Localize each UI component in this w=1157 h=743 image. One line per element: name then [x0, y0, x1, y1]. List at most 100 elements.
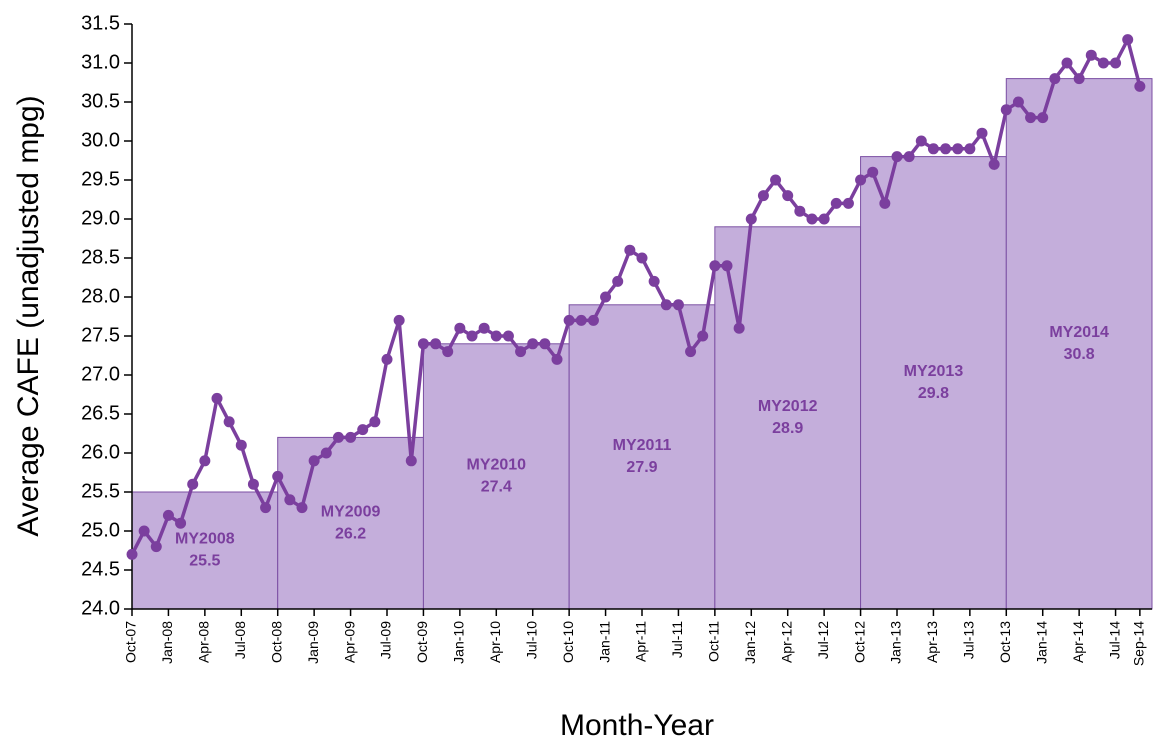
cafe-point: [794, 205, 806, 217]
cafe-point: [527, 338, 539, 350]
cafe-point: [539, 338, 551, 350]
cafe-point: [393, 314, 405, 326]
x-tick-label: Jul-12: [815, 621, 831, 659]
cafe-point: [940, 143, 952, 155]
cafe-point: [952, 143, 964, 155]
cafe-point: [454, 322, 466, 334]
y-tick-label: 28.5: [81, 246, 120, 268]
y-tick-label: 24.5: [81, 558, 120, 580]
bar-value-label: 29.8: [918, 385, 949, 402]
x-tick-label: Oct-07: [123, 621, 139, 663]
cafe-point: [138, 525, 150, 537]
cafe-point: [1134, 80, 1146, 92]
cafe-point: [357, 424, 369, 436]
cafe-point: [757, 190, 769, 202]
cafe-point: [624, 244, 636, 256]
cafe-point: [575, 314, 587, 326]
cafe-point: [296, 502, 308, 514]
x-tick-label: Oct-11: [706, 621, 722, 662]
x-tick-label: Oct-10: [560, 621, 576, 663]
y-axis-label: Average CAFE (unadjusted mpg): [12, 95, 45, 536]
cafe-point: [587, 314, 599, 326]
cafe-point: [150, 541, 162, 553]
cafe-point: [770, 174, 782, 186]
cafe-point: [976, 127, 988, 139]
x-tick-label: Oct-08: [268, 621, 284, 663]
cafe-point: [260, 502, 272, 514]
y-tick-label: 29.5: [81, 168, 120, 190]
cafe-point: [442, 346, 454, 358]
cafe-point: [1110, 57, 1122, 69]
cafe-point: [345, 431, 357, 443]
y-tick-label: 28.0: [81, 285, 120, 307]
x-axis-label: Month-Year: [560, 709, 714, 742]
y-tick-label: 30.0: [81, 129, 120, 151]
cafe-point: [697, 330, 709, 342]
y-tick-label: 24.0: [81, 597, 120, 619]
bar-value-label: 26.2: [335, 525, 366, 542]
x-tick-label: Apr-09: [341, 621, 357, 663]
bar-label: MY2012: [758, 398, 818, 415]
x-tick-label: Apr-14: [1070, 621, 1086, 663]
x-tick-label: Apr-13: [924, 621, 940, 663]
x-tick-label: Jul-13: [961, 621, 977, 659]
model-year-bar: [422, 343, 570, 610]
y-tick-label: 29.0: [81, 207, 120, 229]
model-year-bar: [714, 226, 862, 610]
cafe-point: [247, 478, 259, 490]
bar-label: MY2010: [466, 457, 526, 474]
cafe-point: [223, 416, 235, 428]
cafe-point: [612, 275, 624, 287]
cafe-point: [830, 197, 842, 209]
x-tick-label: Jul-08: [232, 621, 248, 659]
y-tick-label: 27.0: [81, 363, 120, 385]
cafe-point: [964, 143, 976, 155]
cafe-point: [1061, 57, 1073, 69]
cafe-point: [417, 338, 429, 350]
cafe-point: [308, 455, 320, 467]
cafe-point: [1097, 57, 1109, 69]
x-tick-label: Oct-09: [414, 621, 430, 663]
cafe-point: [478, 322, 490, 334]
cafe-point: [1000, 104, 1012, 116]
x-tick-label: Apr-10: [487, 621, 503, 663]
model-year-bar: [860, 156, 1007, 610]
cafe-point: [903, 151, 915, 163]
cafe-point: [855, 174, 867, 186]
x-tick-label: Jan-13: [888, 621, 904, 664]
cafe-point: [1085, 49, 1097, 61]
y-tick-label: 27.5: [81, 324, 120, 346]
x-tick-label: Jan-09: [305, 621, 321, 664]
cafe-point: [430, 338, 442, 350]
y-tick-label: 31.5: [81, 12, 120, 34]
bar-label: MY2009: [321, 503, 381, 520]
cafe-point: [369, 416, 381, 428]
x-tick-label: Apr-12: [778, 621, 794, 663]
cafe-point: [842, 197, 854, 209]
x-tick-label: Jan-10: [451, 621, 467, 664]
x-tick-label: Apr-08: [196, 621, 212, 663]
cafe-point: [175, 517, 187, 529]
cafe-point: [284, 494, 296, 506]
cafe-point: [126, 548, 138, 560]
model-year-bar: [277, 436, 424, 610]
cafe-point: [891, 151, 903, 163]
x-tick-label: Jan-12: [742, 621, 758, 664]
x-tick-label: Jul-09: [378, 621, 394, 659]
cafe-point: [332, 431, 344, 443]
bar-value-label: 30.8: [1064, 346, 1095, 363]
y-tick-label: 25.5: [81, 480, 120, 502]
cafe-point: [1049, 73, 1061, 85]
bar-value-label: 27.4: [481, 479, 512, 496]
cafe-point: [490, 330, 502, 342]
cafe-point: [600, 291, 612, 303]
cafe-point: [915, 135, 927, 147]
cafe-point: [235, 439, 247, 451]
y-tick-label: 30.5: [81, 90, 120, 112]
x-tick-label: Oct-13: [997, 621, 1013, 663]
y-tick-label: 26.0: [81, 441, 120, 463]
cafe-point: [405, 455, 417, 467]
cafe-point: [1012, 96, 1024, 108]
cafe-point: [1122, 34, 1134, 46]
